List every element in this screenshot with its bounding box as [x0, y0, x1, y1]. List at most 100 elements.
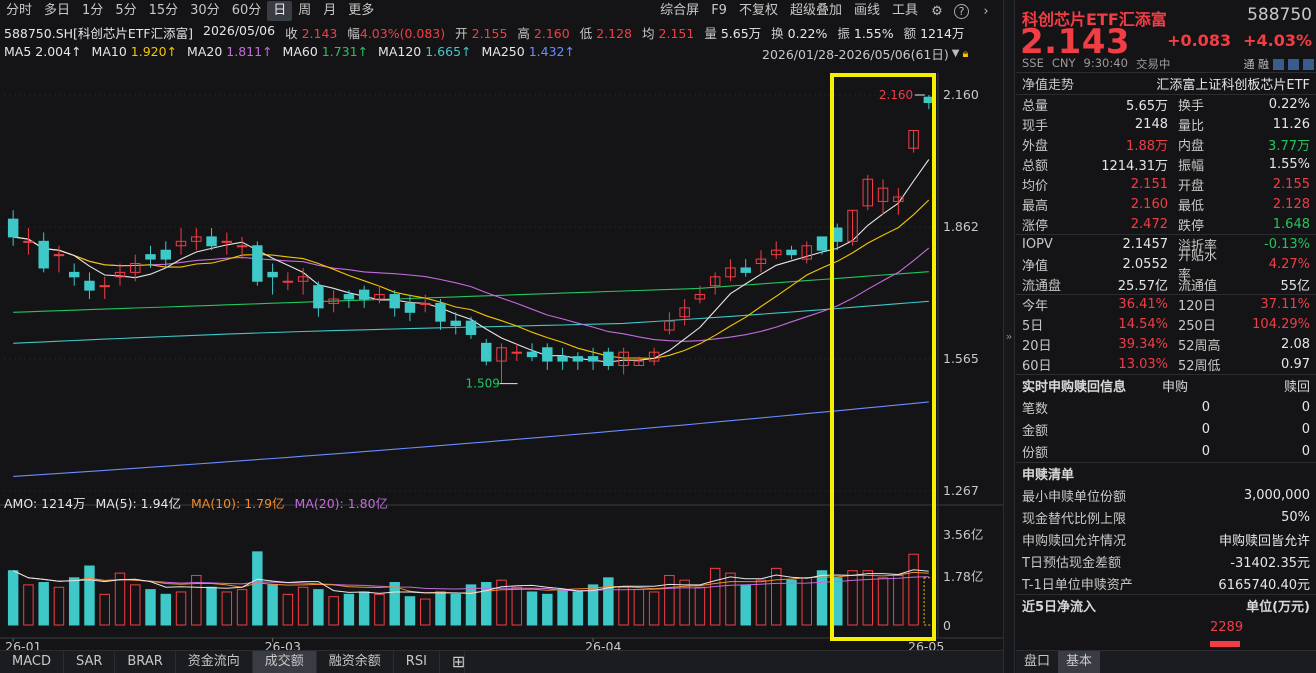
volume-bar — [465, 584, 477, 626]
volume-bar — [526, 591, 538, 626]
sub-list-label: 最小申赎单位份额 — [1022, 489, 1127, 505]
ma-value: 2.004↑ — [35, 44, 82, 59]
panel-collapse-toggle[interactable]: » — [1003, 0, 1015, 673]
indicator-tab-2[interactable]: BRAR — [115, 651, 176, 673]
close-value: 2.143 — [301, 26, 338, 41]
volume-bar — [908, 553, 919, 626]
help-icon[interactable]: ? — [954, 3, 969, 19]
toolbar-item-5[interactable]: 工具 — [891, 3, 918, 18]
candle-body — [53, 254, 65, 257]
change-field: 幅4.03%(0.083) — [347, 23, 445, 41]
dropdown-triangle-icon[interactable]: ▼ — [951, 48, 960, 59]
period-tab-10[interactable]: 更多 — [348, 3, 375, 18]
period-tab-2[interactable]: 1分 — [82, 3, 104, 18]
candle-body — [664, 320, 675, 331]
indicator-tab-6[interactable]: RSI — [394, 651, 440, 673]
volume-bar — [770, 567, 782, 626]
volume-bar — [419, 598, 431, 626]
period-tab-5[interactable]: 30分 — [190, 3, 220, 18]
add-tab-icon[interactable]: ⊞ — [440, 651, 465, 673]
sub-list-title: 申赎清单 — [1022, 468, 1075, 483]
amo-ma5: MA(5): 1.94亿 — [95, 496, 182, 511]
volume-value: 5.65万 — [720, 26, 762, 41]
lock-icon[interactable]: 🔒︎ — [962, 46, 969, 60]
candle-body — [770, 249, 782, 256]
low-value: 2.128 — [596, 26, 633, 41]
volume-bar — [816, 570, 828, 626]
volume-bar — [709, 567, 721, 626]
candle-body — [419, 302, 431, 305]
candle-body — [404, 302, 416, 313]
panel-tab-1[interactable]: 基本 — [1058, 651, 1101, 673]
chevron-right-icon[interactable]: › — [983, 3, 989, 19]
amount-value: 1214万 — [920, 26, 965, 41]
turnover-label: 换 — [771, 26, 784, 41]
y-tick-label: 2.160 — [943, 87, 979, 102]
candle-body — [511, 351, 523, 354]
double-chevron-icon[interactable]: » — [1005, 330, 1013, 343]
quote-row: IOPV 2.1457 溢折率 -0.13% — [1016, 234, 1316, 254]
open-value: 2.155 — [471, 26, 508, 41]
volume-bar — [404, 596, 416, 626]
sub-list-value: 50% — [1281, 509, 1310, 525]
quote-value: 1214.31万 — [1101, 158, 1168, 174]
nav-trend-row[interactable]: 净值走势 汇添富上证科创板芯片ETF — [1016, 72, 1316, 94]
gear-icon[interactable]: ⚙ — [931, 3, 943, 19]
edit-icon[interactable] — [1273, 58, 1284, 70]
date-range[interactable]: 2026/01/28-2026/05/06(61日) ▼ 🔒︎ — [762, 44, 968, 63]
quote-label: 52周低 — [1178, 358, 1221, 374]
toolbar-item-3[interactable]: 超级叠加 — [789, 3, 842, 18]
period-tab-3[interactable]: 5分 — [115, 3, 137, 18]
panel-tab-0[interactable]: 盘口 — [1024, 654, 1051, 669]
indicator-tab-0[interactable]: MACD — [0, 651, 64, 673]
indicator-tabs: MACD SAR BRAR 资金流向 成交额 融资余额 RSI ⊞ — [0, 650, 1003, 673]
toolbar-item-0[interactable]: 综合屏 — [660, 3, 700, 18]
sub-list-value: 6165740.40元 — [1218, 577, 1310, 593]
period-tab-7[interactable]: 日 — [267, 1, 293, 21]
avg-label: 均 — [642, 26, 655, 41]
candle-body — [252, 245, 263, 282]
volume-bar — [496, 579, 507, 626]
open-label: 开 — [455, 26, 468, 41]
candle-body — [374, 294, 385, 300]
meta-item: 9:30:40 — [1083, 56, 1128, 70]
amo-label: AMO: 1214万 — [4, 496, 86, 511]
amplitude-field: 振 1.55% — [837, 23, 893, 41]
toolbar-item-1[interactable]: F9 — [711, 3, 727, 18]
volume-bar — [23, 584, 34, 626]
indicator-tab-4[interactable]: 成交额 — [252, 651, 317, 673]
indicator-tab-5[interactable]: 融资余额 — [317, 651, 394, 673]
quote-label: 现手 — [1022, 118, 1049, 134]
period-tab-4[interactable]: 15分 — [148, 3, 179, 18]
sub-col-header: 申购 — [1162, 380, 1189, 395]
candle-body — [465, 320, 477, 335]
period-tab-1[interactable]: 多日 — [44, 3, 71, 18]
list-icon[interactable] — [1288, 58, 1299, 70]
period-tab-8[interactable]: 周 — [298, 3, 312, 18]
volume-bar — [648, 591, 660, 626]
quote-label: 52周高 — [1178, 338, 1221, 354]
volume-bar — [53, 586, 65, 626]
period-tab-9[interactable]: 月 — [323, 3, 337, 18]
add-icon[interactable] — [1303, 58, 1314, 70]
max-price-annotation: 2.160 — [879, 88, 913, 102]
candle-body — [908, 129, 919, 149]
indicator-tab-1[interactable]: SAR — [64, 651, 116, 673]
volume-bar — [236, 589, 248, 626]
toolbar-item-4[interactable]: 画线 — [853, 3, 880, 18]
indicator-tab-3[interactable]: 资金流向 — [176, 651, 253, 673]
quote-value: 2.155 — [1272, 176, 1310, 192]
fund-code: 588750 — [1247, 5, 1312, 25]
ma-label: MA120 — [378, 44, 422, 59]
toolbar-item-2[interactable]: 不复权 — [738, 3, 778, 18]
y-tick-label: 1.267 — [943, 483, 979, 498]
volume-bar — [313, 589, 324, 626]
sub-value: 0 — [1201, 421, 1210, 437]
nav-trend-value: 汇添富上证科创板芯片ETF — [1156, 78, 1310, 93]
volume-bar — [145, 589, 156, 626]
period-tab-6[interactable]: 60分 — [231, 3, 262, 18]
period-tab-0[interactable]: 分时 — [6, 3, 33, 18]
highlight-box — [830, 73, 936, 641]
quote-label: 量比 — [1178, 118, 1205, 134]
